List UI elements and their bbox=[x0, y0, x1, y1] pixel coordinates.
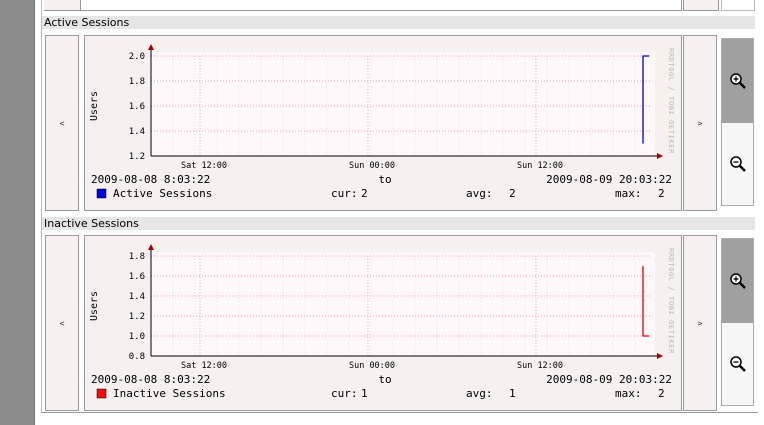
zoom-in-button-active[interactable] bbox=[722, 39, 753, 123]
y-tick-label: 2.0 bbox=[129, 52, 145, 62]
y-tick-label: 1.4 bbox=[129, 127, 145, 137]
y-axis-arrow bbox=[148, 44, 154, 50]
y-tick-label: 0.8 bbox=[129, 352, 145, 362]
rrdtool-watermark: RRDTOOL / TOBI OETIKER bbox=[667, 48, 675, 154]
prev-period-button-active[interactable]: < bbox=[45, 35, 79, 211]
y-axis-label: Users bbox=[89, 291, 100, 321]
x-tick-label: Sun 12:00 bbox=[517, 161, 563, 171]
y-tick-label: 1.2 bbox=[129, 152, 145, 162]
to-label: to bbox=[378, 173, 391, 186]
rrdtool-watermark: RRDTOOL / TOBI OETIKER bbox=[667, 248, 675, 354]
active-sessions-graph: Sat 12:00 Sun 00:00 Sun 12:00 2.0 1.8 1.6 1.4 1… bbox=[84, 35, 682, 211]
legend-swatch bbox=[96, 188, 107, 199]
section-title-active-sessions: Active Sessions bbox=[42, 16, 755, 29]
x-tick-label: Sat 12:00 bbox=[181, 361, 227, 371]
avg-value: 2 bbox=[509, 187, 516, 200]
zoom-in-icon bbox=[729, 273, 746, 289]
next-period-button-active[interactable]: > bbox=[683, 35, 717, 211]
previous-graph-zoom[interactable] bbox=[721, 0, 755, 11]
x-tick-label: Sat 12:00 bbox=[181, 161, 227, 171]
zoom-controls-active bbox=[721, 38, 754, 206]
plot-area bbox=[151, 52, 655, 156]
avg-label: avg: bbox=[466, 387, 493, 400]
previous-graph-nav-left[interactable] bbox=[44, 0, 81, 10]
x-tick-label: Sun 00:00 bbox=[349, 161, 395, 171]
series-line bbox=[642, 266, 649, 337]
y-tick-label: 1.4 bbox=[129, 292, 145, 302]
next-period-button-inactive[interactable]: > bbox=[683, 235, 717, 411]
cur-label: cur: bbox=[331, 387, 358, 400]
max-value: 2 bbox=[658, 387, 665, 400]
start-date: 2009-08-08 8:03:22 bbox=[91, 173, 210, 186]
max-label: max: bbox=[615, 387, 642, 400]
legend-label: Active Sessions bbox=[113, 187, 212, 200]
plot-area bbox=[151, 252, 655, 356]
y-tick-label: 1.2 bbox=[129, 312, 145, 322]
zoom-in-icon bbox=[729, 73, 746, 89]
x-tick-label: Sun 12:00 bbox=[517, 361, 563, 371]
prev-period-button-inactive[interactable]: < bbox=[45, 235, 79, 411]
zoom-out-button-inactive[interactable] bbox=[722, 323, 753, 405]
legend-label: Inactive Sessions bbox=[113, 387, 226, 400]
y-axis-arrow bbox=[148, 244, 154, 250]
x-axis-arrow bbox=[657, 353, 663, 359]
y-tick-label: 1.0 bbox=[129, 332, 145, 342]
zoom-out-icon bbox=[729, 156, 746, 172]
left-gutter bbox=[0, 0, 34, 425]
panel-frame bbox=[41, 0, 758, 413]
avg-label: avg: bbox=[466, 187, 493, 200]
series-line bbox=[642, 55, 649, 144]
zoom-in-button-inactive[interactable] bbox=[722, 239, 753, 323]
y-tick-label: 1.6 bbox=[129, 102, 145, 112]
y-tick-label: 1.8 bbox=[129, 252, 145, 262]
previous-graph-nav-right[interactable] bbox=[683, 0, 719, 11]
y-tick-label: 1.8 bbox=[129, 77, 145, 87]
x-axis-arrow bbox=[657, 153, 663, 159]
y-axis-label: Users bbox=[89, 91, 100, 121]
avg-value: 1 bbox=[509, 387, 516, 400]
inactive-sessions-chart: Sat 12:00 Sun 00:00 Sun 12:00 1.8 1.6 1.4 1.2 1… bbox=[89, 244, 675, 400]
active-sessions-chart: Sat 12:00 Sun 00:00 Sun 12:00 2.0 1.8 1.6 1.4 1… bbox=[89, 44, 675, 200]
cur-label: cur: bbox=[331, 187, 358, 200]
zoom-controls-inactive bbox=[721, 238, 754, 406]
max-value: 2 bbox=[658, 187, 665, 200]
previous-graph-bottom bbox=[44, 0, 682, 11]
end-date: 2009-08-09 20:03:22 bbox=[546, 173, 672, 186]
section-title-inactive-sessions: Inactive Sessions bbox=[42, 217, 755, 230]
max-label: max: bbox=[615, 187, 642, 200]
y-tick-label: 1.6 bbox=[129, 272, 145, 282]
cur-value: 1 bbox=[361, 387, 368, 400]
end-date: 2009-08-09 20:03:22 bbox=[546, 373, 672, 386]
legend-swatch bbox=[96, 388, 107, 399]
start-date: 2009-08-08 8:03:22 bbox=[91, 373, 210, 386]
zoom-out-button-active[interactable] bbox=[722, 123, 753, 205]
inactive-sessions-graph: Sat 12:00 Sun 00:00 Sun 12:00 1.8 1.6 1.4 1.2 1… bbox=[84, 235, 682, 411]
zoom-out-icon bbox=[729, 356, 746, 372]
to-label: to bbox=[378, 373, 391, 386]
x-tick-label: Sun 00:00 bbox=[349, 361, 395, 371]
cur-value: 2 bbox=[361, 187, 368, 200]
